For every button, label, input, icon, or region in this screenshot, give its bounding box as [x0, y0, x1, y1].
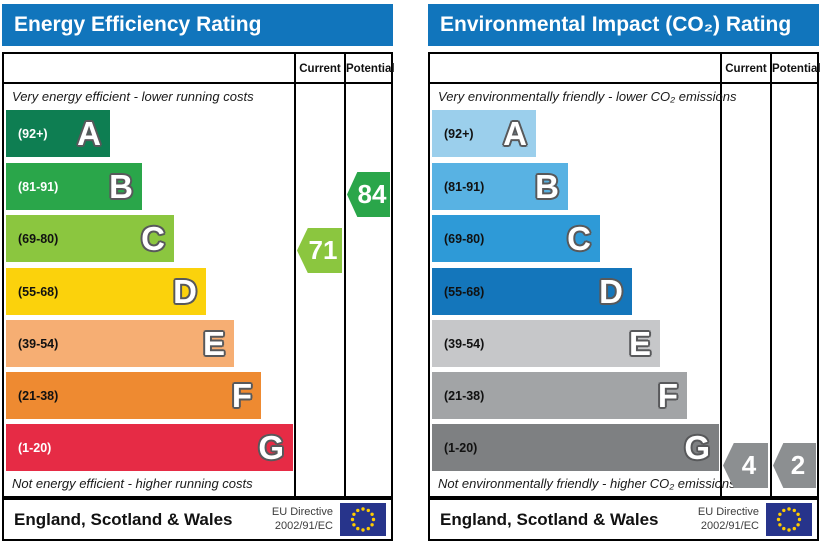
- band-range-label: (39-54): [18, 336, 59, 351]
- band-letter: F: [657, 377, 678, 414]
- band-range-label: (55-68): [444, 284, 485, 299]
- header-row-divider: [430, 82, 817, 84]
- energy-potential-arrow: 84: [347, 172, 390, 217]
- band-range-label: (81-91): [444, 179, 485, 194]
- band-range-label: (21-38): [18, 388, 59, 403]
- co2-top-caption: Very environmentally friendly - lower CO…: [438, 89, 737, 104]
- potential-column-header: Potential: [772, 63, 820, 75]
- potential-column-divider: [344, 54, 346, 496]
- potential-column-header: Potential: [346, 63, 395, 75]
- band-range-label: (92+): [18, 126, 48, 141]
- energy-band-a: (92+) A: [6, 110, 110, 157]
- band-range-label: (21-38): [444, 388, 485, 403]
- energy-current-value: 71: [308, 235, 338, 265]
- band-range-label: (69-80): [444, 231, 485, 246]
- band-range-label: (1-20): [444, 440, 478, 455]
- band-range-label: (81-91): [18, 179, 59, 194]
- energy-top-caption: Very energy efficient - lower running co…: [12, 89, 254, 104]
- energy-band-f: (21-38) F: [6, 372, 261, 419]
- co2-bottom-caption: Not environmentally friendly - higher CO…: [438, 476, 736, 491]
- eu-directive-line1: EU Directive: [271, 505, 333, 518]
- potential-column-divider: [770, 54, 772, 496]
- energy-band-c: (69-80) C: [6, 215, 174, 262]
- co2-potential-value: 2: [790, 450, 806, 480]
- co2-potential-arrow: 2: [773, 443, 816, 488]
- footer-region-label: England, Scotland & Wales: [440, 509, 659, 529]
- energy-potential-value: 84: [357, 179, 387, 209]
- band-letter: A: [77, 115, 101, 152]
- co2-current-arrow: 4: [723, 443, 768, 488]
- eu-directive-label: EU Directive 2002/91/EC: [272, 506, 340, 534]
- eu-directive-line1: EU Directive: [697, 505, 759, 518]
- band-range-label: (39-54): [444, 336, 485, 351]
- co2-band-g: (1-20) G: [432, 424, 719, 471]
- band-letter: E: [202, 325, 225, 362]
- eu-directive-line2: 2002/91/EC: [700, 519, 759, 532]
- band-range-label: (92+): [444, 126, 474, 141]
- band-letter: F: [231, 377, 252, 414]
- band-range-label: (69-80): [18, 231, 59, 246]
- band-letter: C: [141, 220, 165, 257]
- current-column-divider: [720, 54, 722, 496]
- footer-region-label: England, Scotland & Wales: [14, 509, 233, 529]
- energy-current-arrow: 71: [297, 228, 342, 273]
- band-letter: G: [258, 429, 284, 466]
- co2-band-e: (39-54) E: [432, 320, 660, 367]
- current-column-divider: [294, 54, 296, 496]
- eu-flag-icon: [766, 503, 812, 536]
- energy-footer: England, Scotland & Wales EU Directive 2…: [2, 498, 393, 541]
- band-letter: B: [109, 168, 133, 205]
- co2-band-d: (55-68) D: [432, 268, 632, 315]
- co2-band-c: (69-80) C: [432, 215, 600, 262]
- band-letter: D: [599, 273, 623, 310]
- energy-bottom-caption: Not energy efficient - higher running co…: [12, 476, 253, 491]
- energy-panel-title: Energy Efficiency Rating: [2, 4, 393, 46]
- energy-band-g: (1-20) G: [6, 424, 293, 471]
- band-letter: E: [628, 325, 651, 362]
- co2-band-a: (92+) A: [432, 110, 536, 157]
- eu-directive-label: EU Directive 2002/91/EC: [698, 506, 766, 534]
- co2-footer: England, Scotland & Wales EU Directive 2…: [428, 498, 819, 541]
- band-range-label: (1-20): [18, 440, 52, 455]
- energy-band-e: (39-54) E: [6, 320, 234, 367]
- energy-band-d: (55-68) D: [6, 268, 206, 315]
- co2-panel-title: Environmental Impact (CO₂) Rating: [428, 4, 819, 46]
- energy-band-b: (81-91) B: [6, 163, 142, 210]
- co2-band-b: (81-91) B: [432, 163, 568, 210]
- current-column-header: Current: [299, 63, 341, 75]
- eu-directive-line2: 2002/91/EC: [274, 519, 333, 532]
- co2-band-f: (21-38) F: [432, 372, 687, 419]
- eu-flag-icon: [340, 503, 386, 536]
- band-letter: D: [173, 273, 197, 310]
- environmental-impact-panel: Environmental Impact (CO₂) Rating Curren…: [428, 0, 820, 547]
- band-letter: A: [503, 115, 527, 152]
- band-range-label: (55-68): [18, 284, 59, 299]
- co2-current-value: 4: [741, 450, 757, 480]
- band-letter: C: [567, 220, 591, 257]
- energy-efficiency-panel: Energy Efficiency Rating Current Potenti…: [2, 0, 395, 547]
- band-letter: G: [684, 429, 710, 466]
- current-column-header: Current: [725, 63, 767, 75]
- band-letter: B: [535, 168, 559, 205]
- header-row-divider: [4, 82, 391, 84]
